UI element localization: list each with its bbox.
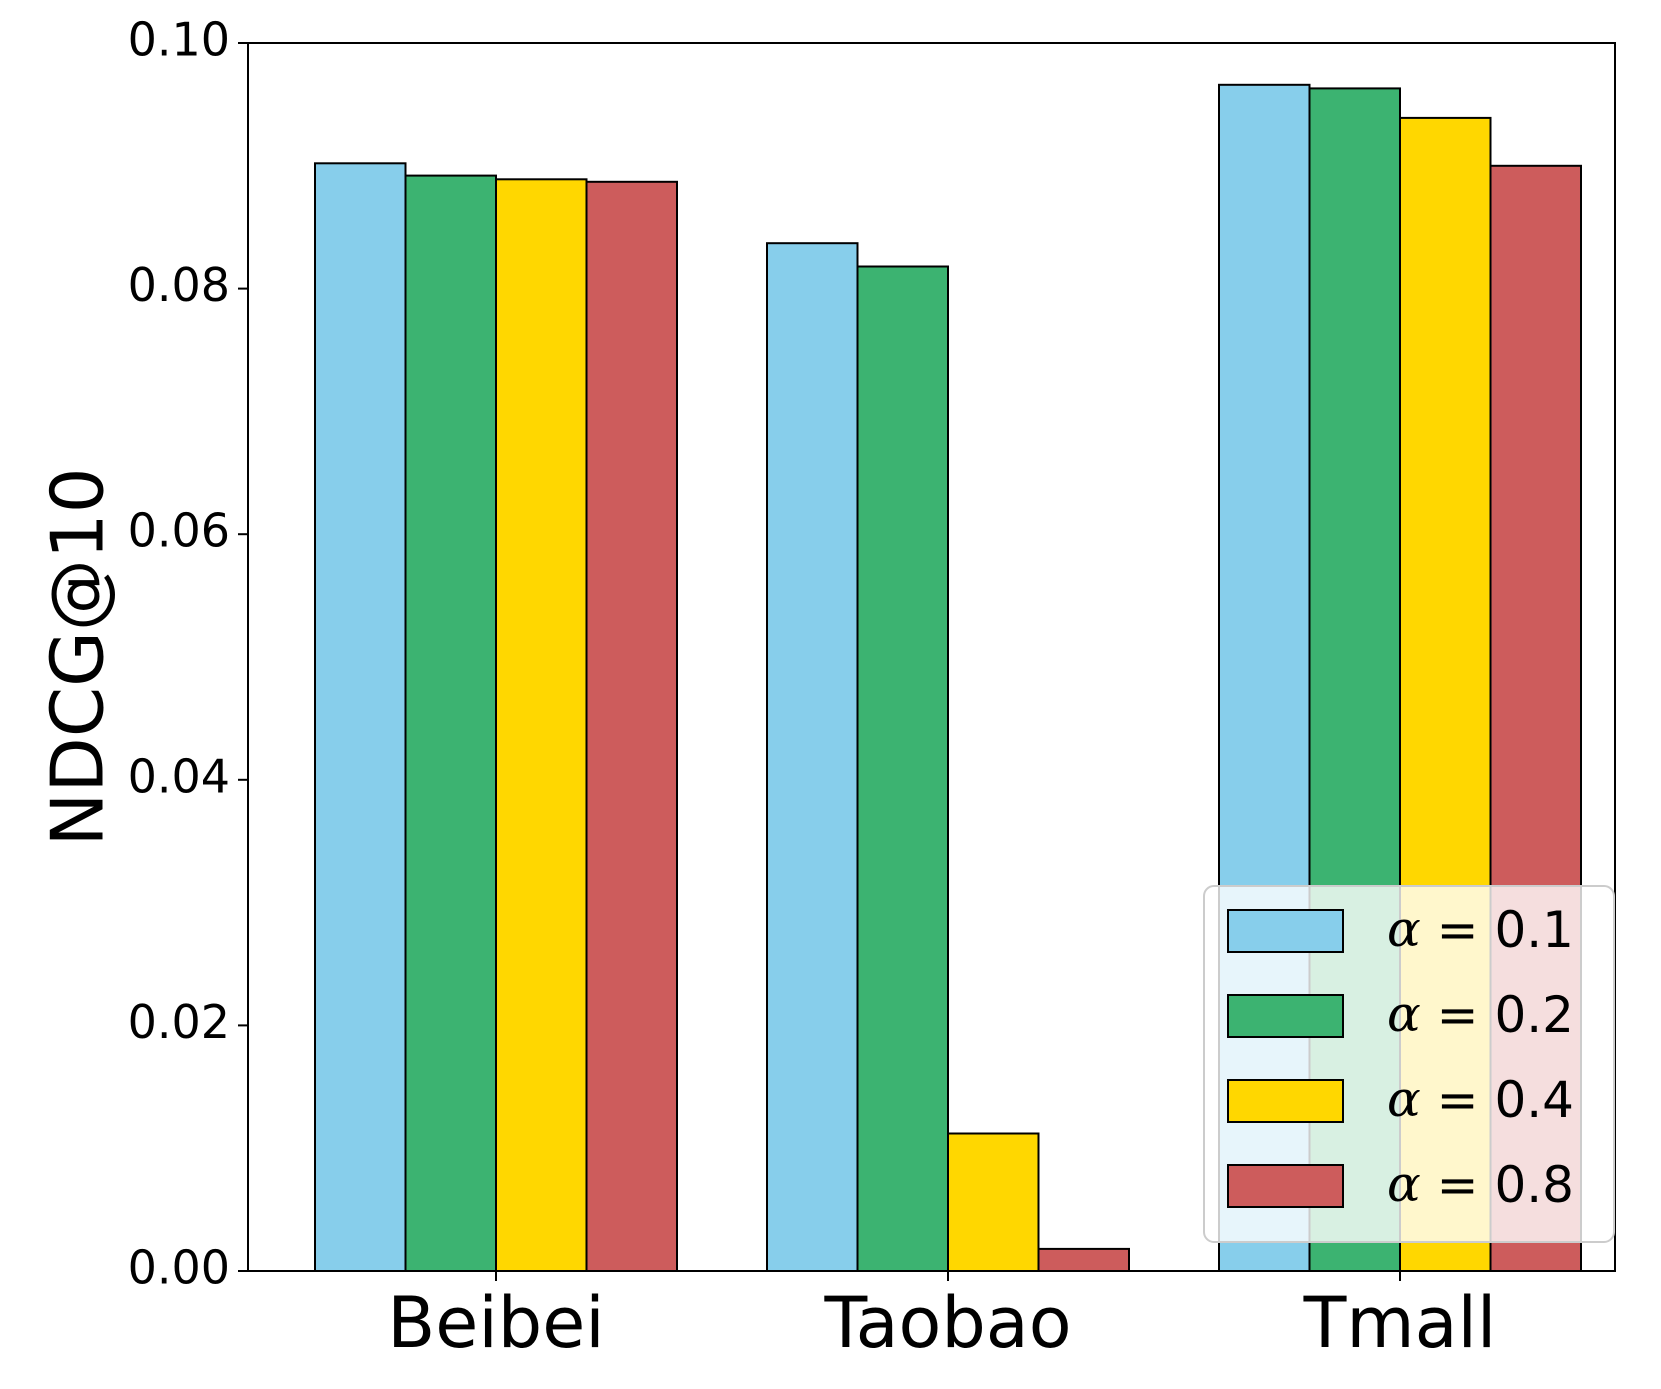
bar-taobao-series-2: [856, 265, 949, 1272]
bar-beibei-series-2: [404, 174, 497, 1273]
legend-swatch-3: [1227, 1079, 1344, 1123]
x-tick-label-beibei: Beibei: [387, 1282, 605, 1364]
plot-frame: [247, 42, 1616, 1272]
legend: α = 0.1α = 0.2α = 0.4α = 0.8: [1203, 885, 1615, 1243]
legend-swatch-4: [1227, 1164, 1344, 1208]
x-tick-label-taobao: Taobao: [823, 1282, 1071, 1364]
legend-box: [1203, 885, 1615, 1243]
legend-label-1: α = 0.1: [1387, 900, 1574, 959]
legend-swatch-1: [1227, 909, 1344, 953]
y-tick-label: 0.00: [128, 1241, 230, 1295]
bar-taobao-series-1: [766, 242, 859, 1273]
legend-alpha-value: = 0.4: [1421, 1071, 1574, 1129]
y-tick-label: 0.06: [128, 504, 230, 558]
y-axis: 0.00 0.02 0.04 0.06 0.08 0.10: [128, 13, 248, 1295]
legend-swatch-2: [1227, 994, 1344, 1038]
bar-taobao-series-3: [947, 1132, 1040, 1272]
bars-layer: [314, 83, 1582, 1273]
legend-alpha-symbol: α: [1387, 1155, 1421, 1213]
bar-beibei-series-3: [495, 178, 588, 1272]
legend-label-2: α = 0.2: [1387, 985, 1574, 1044]
bar-beibei-series-1: [314, 162, 407, 1272]
legend-alpha-symbol: α: [1387, 900, 1421, 958]
x-tick-label-tmall: Tmall: [1303, 1282, 1497, 1364]
legend-alpha-value: = 0.1: [1421, 901, 1574, 959]
y-tick-label: 0.04: [128, 749, 230, 803]
y-tick-label: 0.10: [128, 13, 230, 67]
legend-alpha-value: = 0.2: [1421, 986, 1574, 1044]
y-tick-label: 0.02: [128, 995, 230, 1049]
bar-beibei-series-4: [585, 180, 678, 1272]
legend-alpha-symbol: α: [1387, 1070, 1421, 1128]
x-axis: Beibei Taobao Tmall: [387, 1271, 1496, 1364]
legend-alpha-value: = 0.8: [1421, 1156, 1574, 1214]
legend-label-4: α = 0.8: [1387, 1155, 1574, 1214]
bar-taobao-series-4: [1037, 1247, 1130, 1273]
y-axis-label: NDCG@10: [36, 468, 120, 847]
legend-label-3: α = 0.4: [1387, 1070, 1574, 1129]
y-tick-label: 0.08: [128, 258, 230, 312]
legend-alpha-symbol: α: [1387, 985, 1421, 1043]
